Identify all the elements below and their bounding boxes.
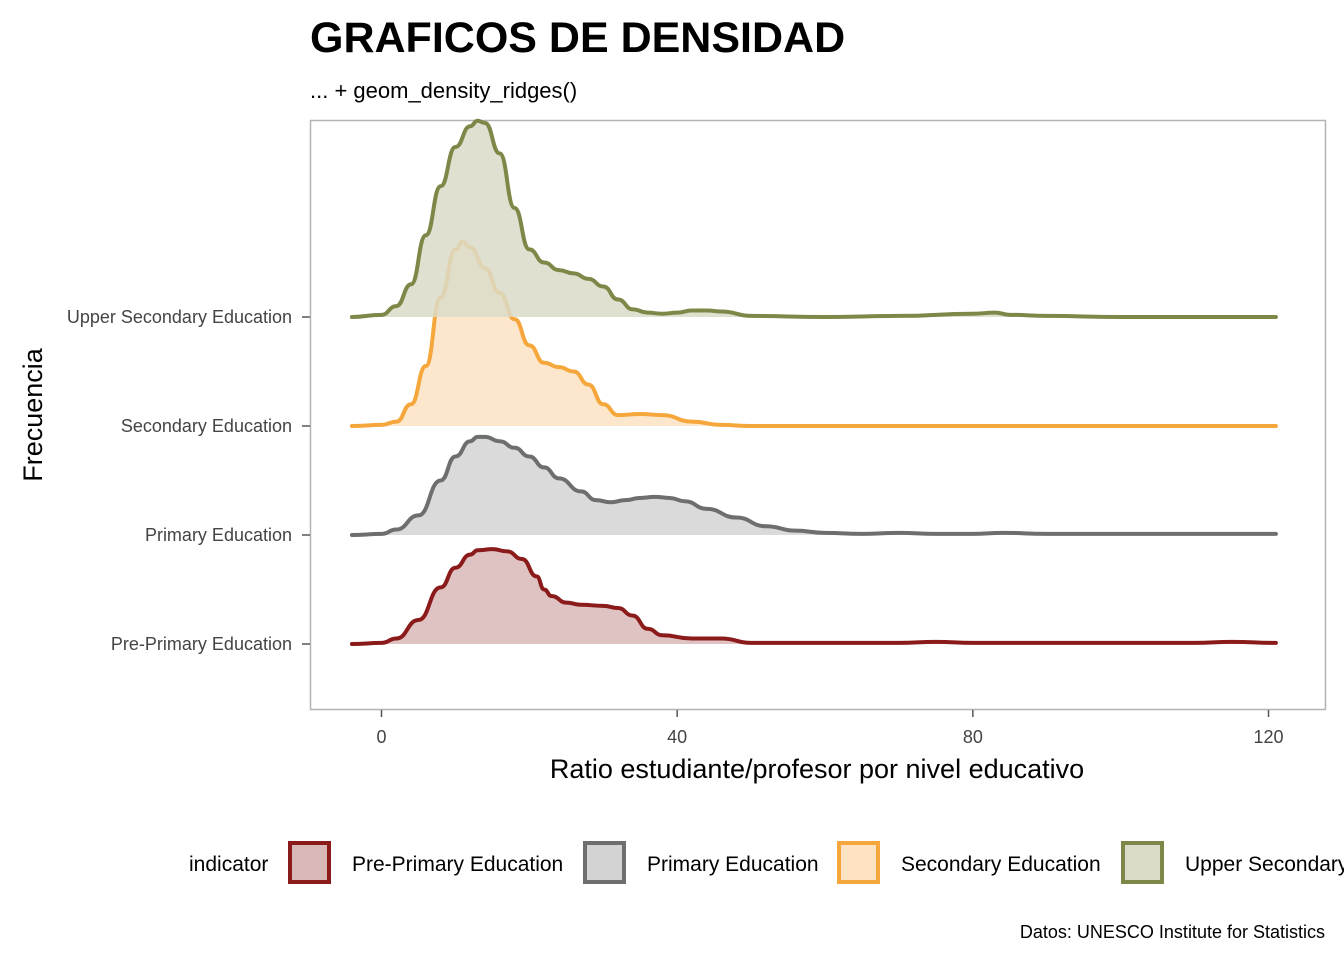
x-tick-label: 120 bbox=[1253, 727, 1283, 747]
x-axis-ticks: 0 40 80 120 bbox=[376, 710, 1284, 747]
x-tick-label: 40 bbox=[667, 727, 687, 747]
y-tick-label-upper-secondary: Upper Secondary Education bbox=[67, 307, 292, 327]
ridges-group bbox=[349, 118, 1278, 646]
y-tick-label-pre-primary-education: Pre-Primary Education bbox=[111, 634, 292, 654]
legend-key-pre-primary-education bbox=[288, 841, 331, 884]
plot-panel-border bbox=[309, 119, 1327, 711]
y-axis-ticks: Pre-Primary Education Primary Education Se… bbox=[67, 307, 310, 654]
x-tick-label: 0 bbox=[376, 727, 386, 747]
chart-title: GRAFICOS DE DENSIDAD bbox=[310, 14, 845, 62]
legend-label-primary-education: Primary Education bbox=[647, 853, 819, 876]
legend-key-primary-education bbox=[583, 841, 626, 884]
y-axis-title: Frecuencia bbox=[18, 347, 48, 482]
legend-key-secondary-education bbox=[837, 841, 880, 884]
legend-key-upper-secondary bbox=[1121, 841, 1164, 884]
legend-title: indicator bbox=[189, 853, 268, 876]
x-tick-label: 80 bbox=[963, 727, 983, 747]
caption: Datos: UNESCO Institute for Statistics bbox=[1020, 922, 1325, 942]
ridge-area-primary-education bbox=[351, 436, 1276, 535]
y-tick-label-secondary-education: Secondary Education bbox=[121, 416, 292, 436]
legend: indicator Pre-Primary Education Primary E… bbox=[189, 841, 1344, 884]
legend-label-pre-primary-education: Pre-Primary Education bbox=[352, 853, 563, 876]
y-tick-label-primary-education: Primary Education bbox=[145, 525, 292, 545]
legend-label-upper-secondary: Upper Secondary bbox=[1185, 853, 1344, 876]
chart-subtitle: ... + geom_density_ridges() bbox=[310, 78, 577, 103]
ridge-line-primary-education bbox=[349, 434, 1278, 537]
ridge-area-secondary-education bbox=[351, 241, 1276, 426]
ridge-area-upper-secondary bbox=[351, 120, 1276, 317]
ridge-line-pre-primary-education bbox=[349, 547, 1278, 646]
x-axis-title: Ratio estudiante/profesor por nivel educ… bbox=[550, 754, 1084, 784]
ridge-area-pre-primary-education bbox=[351, 549, 1276, 644]
legend-label-secondary-education: Secondary Education bbox=[901, 853, 1101, 876]
ridge-line-upper-secondary bbox=[349, 118, 1278, 320]
